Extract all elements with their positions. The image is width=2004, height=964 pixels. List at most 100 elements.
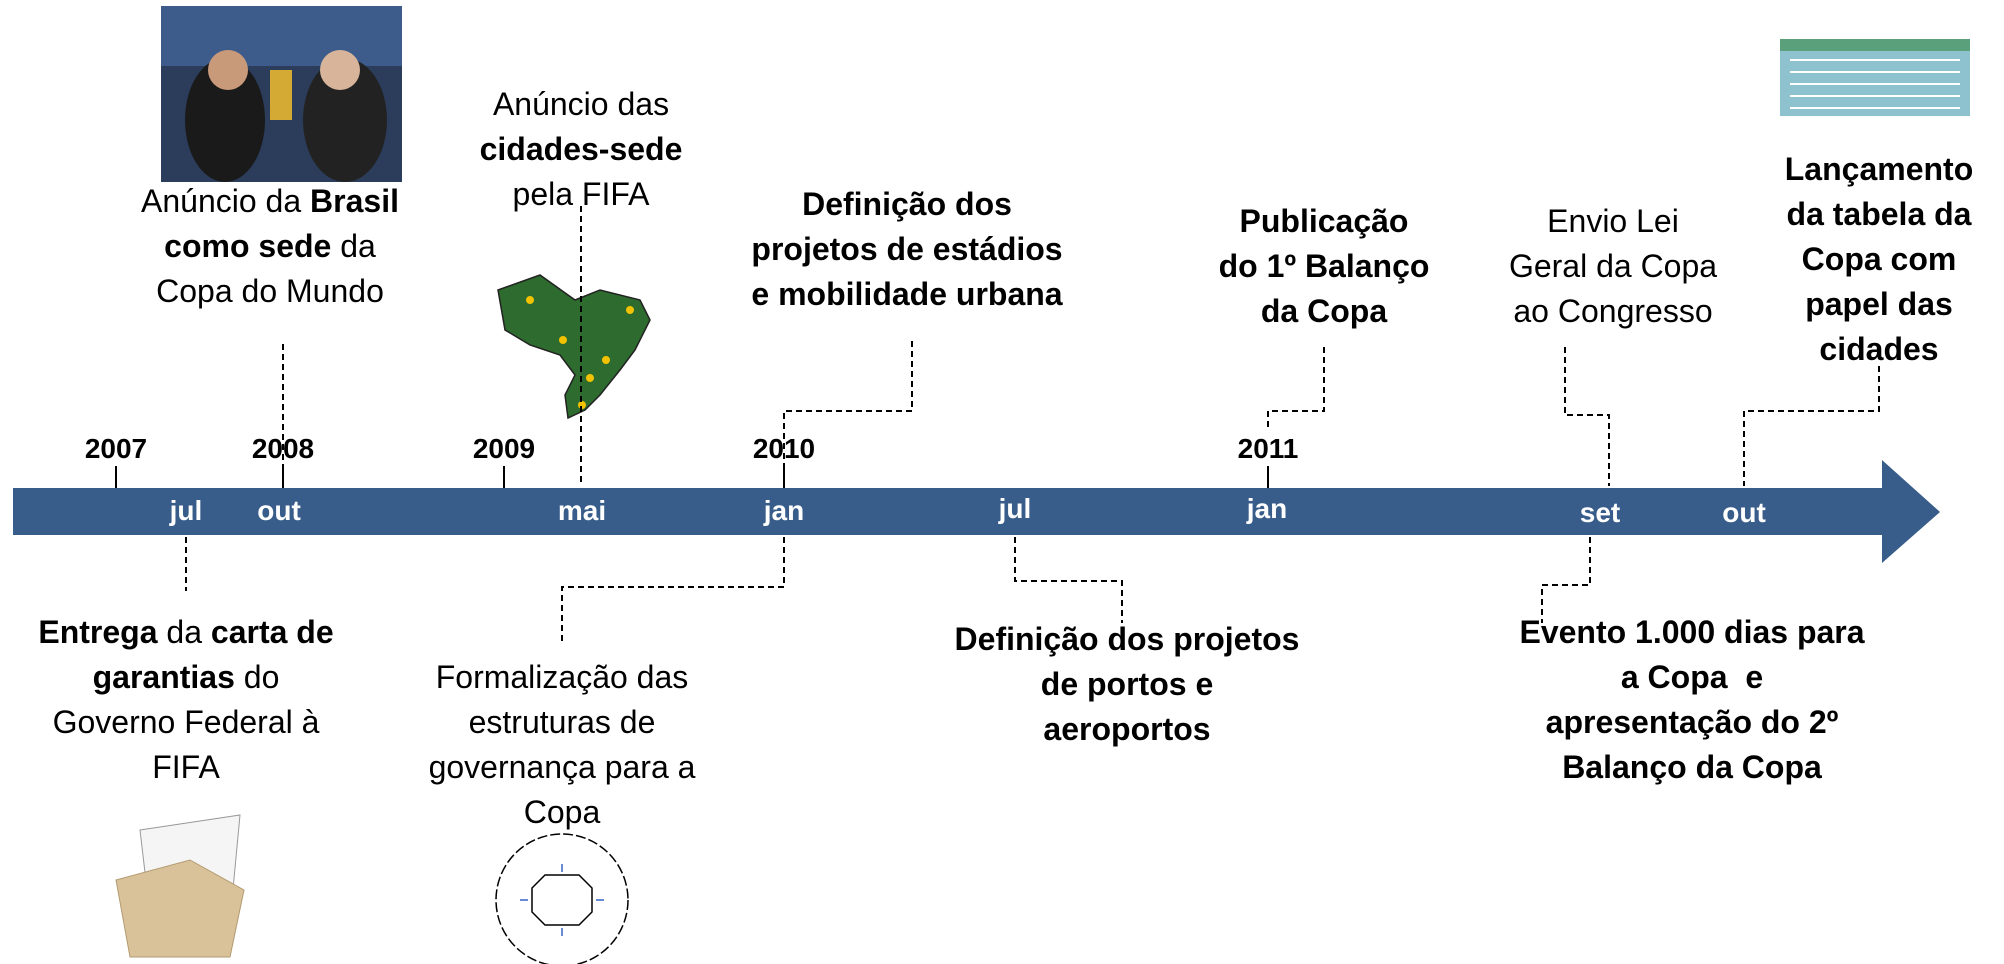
event: Lançamento da tabela da Copa com papel das c… [1785,151,1973,367]
event-text: Definição dos projetos [955,621,1300,657]
event-text: como sede [164,228,331,264]
event-line: Governo Federal à [53,704,320,740]
event-line: Anúncio da Brasil [141,183,399,219]
event-line: Anúncio das [493,86,669,122]
event-line: FIFA [152,749,220,785]
connector [1014,537,1123,623]
event-text: cidades-sede [480,131,683,167]
event: Definição dos projetos de estádios e mobil… [751,186,1062,312]
timeline-arrow [13,460,1940,563]
event-text: de portos e [1041,666,1213,702]
event: Entrega da carta de garantias do Governo F… [38,614,333,785]
connector [1743,366,1880,486]
event-line: cidades-sede [480,131,683,167]
photo [161,6,402,182]
event-text: Copa com [1802,241,1957,277]
table-image [1780,39,1970,116]
event-text: e mobilidade urbana [751,276,1062,312]
month-label: jul [998,493,1032,524]
event-text: Anúncio da [141,183,310,219]
event-line: Geral da Copa [1509,248,1717,284]
event-line: Publicação [1240,203,1409,239]
event-line: Entrega da carta de [38,614,333,650]
event: Envio Lei Geral da Copa ao Congresso [1509,203,1717,329]
event-line: a Copa e [1621,659,1763,695]
event-line: Evento 1.000 dias para [1519,614,1864,650]
event-line: Envio Lei [1547,203,1679,239]
event-text: a Copa e [1621,659,1763,695]
letter-icon [115,814,245,958]
event-line: como sede da [164,228,376,264]
connector [1564,347,1610,486]
event-line: Copa [524,794,601,830]
event-line: Copa com [1802,241,1957,277]
event-text: Entrega [38,614,157,650]
event-text: da [158,614,211,650]
event-line: do 1º Balanço [1219,248,1430,284]
event-line: Definição dos projetos [955,621,1300,657]
event-text: Anúncio das [493,86,669,122]
event-line: projetos de estádios [751,231,1062,267]
event-text: governança para a [429,749,696,785]
event-text: Definição dos [802,186,1012,222]
event-text: cidades [1819,331,1938,367]
event-line: papel das [1805,286,1953,322]
event-text: Balanço da Copa [1562,749,1822,785]
event: Evento 1.000 dias para a Copa e apresentaç… [1519,614,1864,785]
event-text: carta de [211,614,334,650]
event-line: Formalização das [436,659,689,695]
event-line: aeroportos [1043,711,1210,747]
event-line: e mobilidade urbana [751,276,1062,312]
event-line: ao Congresso [1513,293,1712,329]
event-text: garantias [93,659,235,695]
governance-icon [495,833,629,964]
event-text: Formalização das [436,659,689,695]
event-line: da Copa [1261,293,1387,329]
month-label: jan [1246,493,1287,524]
event-text: pela FIFA [513,176,651,212]
month-label: out [1722,497,1766,528]
event-text: Lançamento [1785,151,1973,187]
connector [1541,537,1591,623]
event-text: projetos de estádios [751,231,1062,267]
event-text: Geral da Copa [1509,248,1717,284]
event-text: Copa [524,794,601,830]
event-line: da tabela da [1787,196,1972,232]
event-line: cidades [1819,331,1938,367]
event-text: do [235,659,279,695]
event-line: Balanço da Copa [1562,749,1822,785]
event-text: Governo Federal à [53,704,320,740]
year-label: 2009 [473,433,535,464]
event-line: garantias do [93,659,280,695]
event-line: pela FIFA [513,176,651,212]
event: Anúncio das cidades-sede pela FIFA [480,86,683,212]
event: Publicação do 1º Balanço da Copa [1219,203,1430,329]
event-text: Copa do Mundo [156,273,384,309]
event-text: da [331,228,376,264]
event-text: aeroportos [1043,711,1210,747]
event-text: apresentação do 2º [1546,704,1839,740]
event-line: Definição dos [802,186,1012,222]
event-text: Evento 1.000 dias para [1519,614,1864,650]
event: Formalização das estruturas de governança … [429,659,696,830]
event-line: apresentação do 2º [1546,704,1839,740]
event-text: Brasil [310,183,399,219]
brazil-map [497,274,651,420]
year-label: 2007 [85,433,147,464]
month-label: mai [558,495,606,526]
event-line: estruturas de [469,704,656,740]
connector [1267,347,1325,430]
event-line: Copa do Mundo [156,273,384,309]
connector [561,537,785,643]
event: Anúncio da Brasil como sede da Copa do Mun… [141,183,399,309]
event-text: Envio Lei [1547,203,1679,239]
event-line: de portos e [1041,666,1213,702]
event-text: Publicação [1240,203,1409,239]
month-label: jul [169,495,203,526]
year-label: 2011 [1238,433,1299,464]
event-text: estruturas de [469,704,656,740]
event-text: da Copa [1261,293,1387,329]
event-line: governança para a [429,749,696,785]
event-text: do 1º Balanço [1219,248,1430,284]
